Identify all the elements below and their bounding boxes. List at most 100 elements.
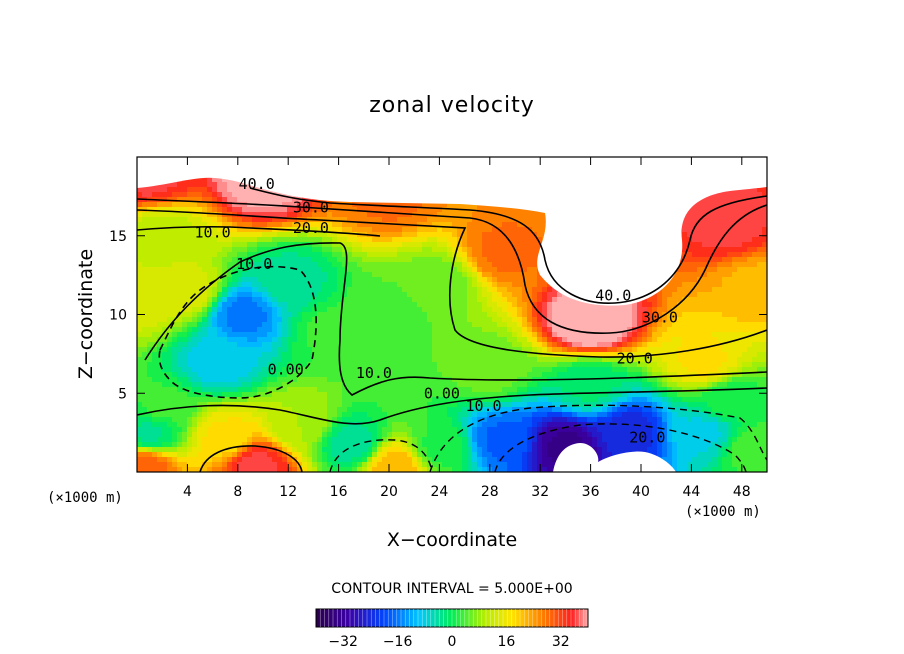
field-cell	[447, 217, 453, 223]
field-cell	[152, 252, 158, 258]
field-cell	[362, 342, 368, 348]
field-cell	[292, 272, 298, 278]
field-cell	[257, 327, 263, 333]
field-cell	[547, 297, 553, 303]
field-cell	[207, 337, 213, 343]
field-cell	[762, 227, 767, 233]
field-cell	[197, 337, 203, 343]
field-cell	[282, 342, 288, 348]
field-cell	[182, 292, 188, 298]
field-cell	[707, 222, 713, 228]
field-cell	[407, 332, 413, 338]
field-cell	[537, 292, 543, 298]
field-cell	[682, 277, 688, 283]
field-cell	[402, 347, 408, 353]
field-cell	[392, 272, 398, 278]
field-cell	[182, 192, 188, 198]
field-cell	[577, 337, 583, 343]
field-cell	[672, 342, 678, 348]
field-cell	[287, 242, 293, 248]
field-cell	[637, 337, 643, 343]
field-cell	[477, 247, 483, 253]
field-cell	[212, 272, 218, 278]
field-cell	[502, 287, 508, 293]
field-cell	[347, 292, 353, 298]
field-cell	[482, 352, 488, 358]
field-cell	[232, 257, 238, 263]
field-cell	[162, 297, 168, 303]
field-cell	[692, 317, 698, 323]
field-cell	[442, 237, 448, 243]
field-cell	[322, 327, 328, 333]
field-cell	[137, 327, 143, 333]
field-cell	[727, 202, 733, 208]
field-cell	[752, 287, 758, 293]
field-cell	[392, 352, 398, 358]
field-cell	[522, 332, 528, 338]
field-cell	[272, 272, 278, 278]
field-cell	[722, 317, 728, 323]
field-cell	[292, 277, 298, 283]
field-cell	[312, 297, 318, 303]
field-cell	[677, 332, 683, 338]
field-cell	[727, 322, 733, 328]
field-cell	[482, 287, 488, 293]
field-cell	[337, 267, 343, 273]
field-cell	[642, 297, 648, 303]
field-cell	[522, 232, 528, 238]
field-cell	[522, 217, 528, 223]
field-cell	[437, 212, 443, 218]
field-cell	[487, 322, 493, 328]
field-cell	[477, 262, 483, 268]
field-cell	[527, 262, 533, 268]
field-cell	[467, 347, 473, 353]
field-cell	[502, 262, 508, 268]
field-cell	[367, 207, 373, 213]
field-cell	[512, 242, 518, 248]
field-cell	[292, 247, 298, 253]
field-cell	[542, 217, 548, 223]
field-cell	[312, 337, 318, 343]
field-cell	[502, 217, 508, 223]
field-cell	[147, 292, 153, 298]
field-cell	[292, 212, 298, 218]
field-cell	[172, 322, 178, 328]
field-cell	[302, 297, 308, 303]
field-cell	[707, 237, 713, 243]
field-cell	[757, 267, 763, 273]
field-cell	[177, 297, 183, 303]
field-cell	[732, 327, 738, 333]
field-cell	[272, 312, 278, 318]
field-cell	[717, 217, 723, 223]
field-cell	[617, 337, 623, 343]
field-cell	[472, 297, 478, 303]
field-cell	[402, 277, 408, 283]
field-cell	[372, 212, 378, 218]
field-cell	[392, 217, 398, 223]
field-cell	[317, 212, 323, 218]
field-cell	[242, 227, 248, 233]
field-cell	[732, 247, 738, 253]
field-cell	[212, 262, 218, 268]
field-cell	[412, 307, 418, 313]
field-cell	[442, 352, 448, 358]
field-cell	[387, 227, 393, 233]
field-cell	[402, 352, 408, 358]
field-cell	[607, 337, 613, 343]
field-cell	[172, 292, 178, 298]
field-cell	[262, 242, 268, 248]
field-cell	[247, 242, 253, 248]
field-cell	[697, 342, 703, 348]
field-cell	[402, 262, 408, 268]
field-cell	[182, 207, 188, 213]
field-cell	[402, 322, 408, 328]
field-cell	[552, 287, 558, 293]
field-cell	[377, 227, 383, 233]
field-cell	[437, 337, 443, 343]
field-cell	[167, 332, 173, 338]
field-cell	[247, 212, 253, 218]
field-cell	[472, 337, 478, 343]
field-cell	[407, 272, 413, 278]
field-cell	[732, 232, 738, 238]
field-cell	[137, 247, 143, 253]
